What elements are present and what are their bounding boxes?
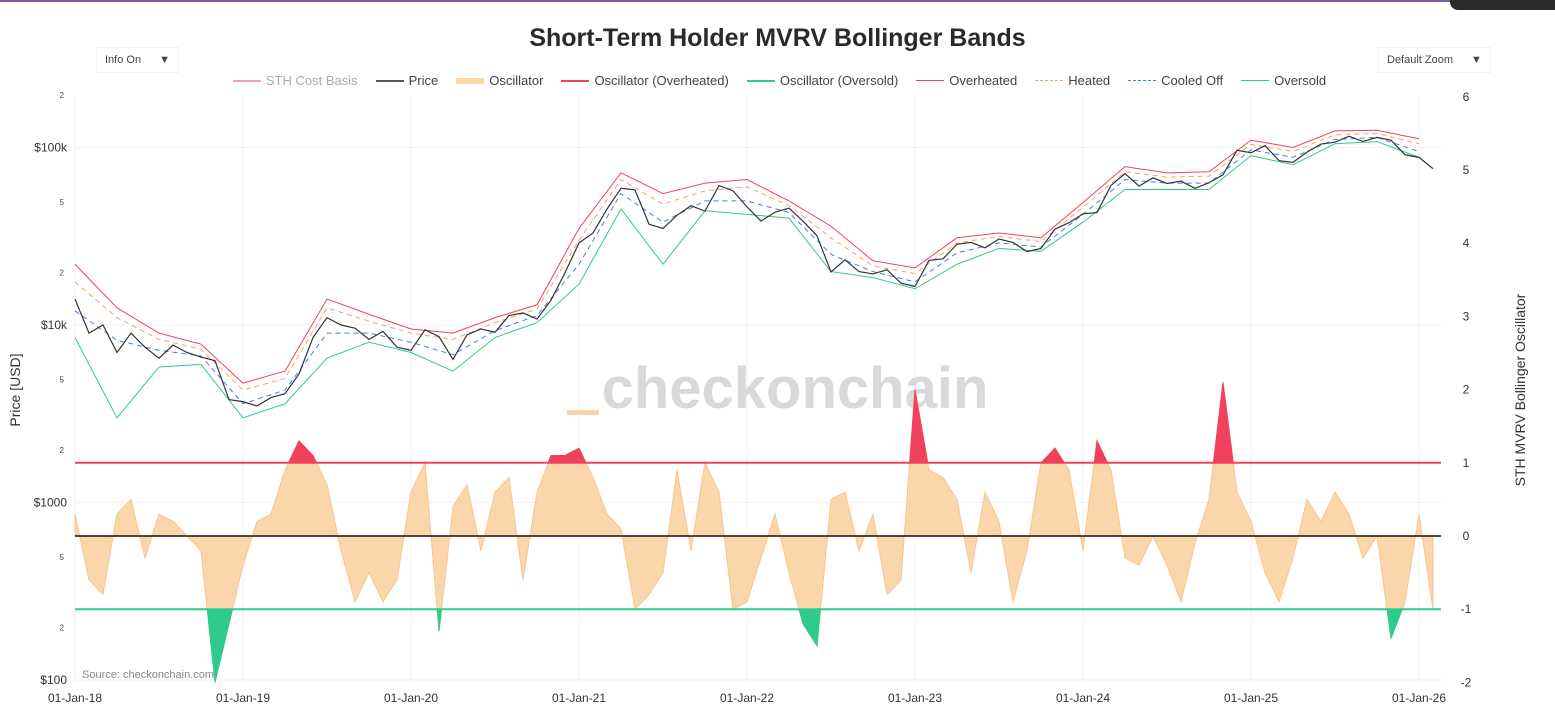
legend-label: STH Cost Basis (265, 73, 358, 88)
legend-label: Oscillator (489, 73, 544, 88)
legend-item[interactable]: Price (375, 73, 439, 88)
legend-swatch (1035, 80, 1064, 81)
y2-tick-label: -2 (1461, 675, 1472, 689)
y-tick-label: 5 (60, 375, 65, 384)
y2-tick-label: 3 (1463, 309, 1470, 323)
legend-item[interactable]: Heated (1035, 73, 1110, 88)
overheated-band-line (74, 129, 1420, 384)
info-dropdown[interactable]: Info On ▼ (96, 47, 179, 73)
legend-item[interactable]: STH Cost Basis (232, 73, 358, 88)
y2-tick-label: 1 (1463, 456, 1470, 470)
legend-label: Oscillator (Oversold) (779, 73, 899, 88)
y2-tick-label: 0 (1463, 529, 1470, 543)
watermark-underscore (567, 410, 599, 415)
legend-swatch (232, 79, 261, 82)
caret-down-icon: ▼ (1471, 54, 1482, 66)
legend-item[interactable]: Oversold (1241, 73, 1326, 88)
x-tick-label: 01-Jan-22 (720, 691, 774, 705)
x-tick-label: 01-Jan-18 (48, 691, 102, 705)
legend-label: Oscillator (Overheated) (594, 73, 729, 88)
legend-label: Oversold (1274, 73, 1327, 88)
legend-swatch (1128, 80, 1157, 81)
y2-tick-label: 5 (1463, 163, 1470, 177)
y-tick-label: 5 (60, 553, 65, 562)
legend-swatch (456, 77, 485, 84)
x-tick-label: 01-Jan-24 (1056, 691, 1110, 705)
info-dropdown-label: Info On (105, 54, 142, 66)
y2-tick-label: 2 (1463, 383, 1470, 397)
legend-swatch (1241, 80, 1270, 81)
y-axis-title: Price [USD] (7, 353, 23, 426)
caret-down-icon: ▼ (159, 54, 170, 66)
y2-tick-label: 4 (1463, 236, 1470, 250)
source-label: Source: checkonchain.com (82, 669, 214, 681)
legend-label: Heated (1068, 73, 1111, 88)
y-tick-label: $1000 (34, 496, 68, 510)
y-tick-label: 2 (60, 446, 65, 455)
top-accent-bar (0, 0, 1555, 2)
y-tick-label: 2 (60, 624, 65, 633)
legend-item[interactable]: Oscillator (456, 73, 543, 88)
price-line (74, 135, 1434, 407)
oscillator-overheated-area (287, 382, 1234, 463)
y2-axis-title: STH MVRV Bollinger Oscillator (1512, 293, 1528, 486)
y2-tick-label: 6 (1463, 90, 1470, 104)
x-tick-label: 01-Jan-23 (888, 691, 942, 705)
y2-tick-label: -1 (1461, 602, 1472, 616)
legend-item[interactable]: Overheated (916, 73, 1017, 88)
y-tick-label: 2 (60, 91, 65, 100)
y-tick-label: $100k (34, 141, 68, 155)
y-tick-label: 5 (60, 198, 65, 207)
y-tick-label: $100 (40, 673, 67, 687)
x-tick-label: 01-Jan-20 (384, 691, 438, 705)
legend-item[interactable]: Oscillator (Oversold) (746, 73, 899, 88)
oversold-band-line (74, 141, 1420, 419)
corner-tab (1450, 0, 1555, 10)
zoom-dropdown[interactable]: Default Zoom ▼ (1378, 47, 1491, 73)
y-tick-label: $10k (41, 318, 68, 332)
chart-title: Short-Term Holder MVRV Bollinger Bands (529, 24, 1026, 52)
x-tick-label: 01-Jan-19 (216, 691, 270, 705)
y-tick-label: 2 (60, 269, 65, 278)
oscillator-area (74, 382, 1434, 683)
legend-label: Cooled Off (1161, 73, 1224, 88)
heated-band-line (74, 132, 1420, 391)
legend-swatch (746, 79, 775, 82)
legend-swatch (916, 80, 945, 81)
legend-label: Price (408, 73, 439, 88)
watermark: checkonchain (602, 356, 989, 421)
legend-swatch (375, 79, 404, 82)
zoom-dropdown-label: Default Zoom (1387, 54, 1454, 66)
oscillator-oversold-area (206, 609, 1433, 683)
legend-item[interactable]: Oscillator (Overheated) (561, 73, 729, 88)
legend-item[interactable]: Cooled Off (1128, 73, 1223, 88)
x-tick-label: 01-Jan-26 (1392, 691, 1446, 705)
x-tick-label: 01-Jan-25 (1224, 691, 1278, 705)
x-tick-label: 01-Jan-21 (552, 691, 606, 705)
legend-label: Overheated (949, 73, 1018, 88)
legend-swatch (561, 79, 590, 82)
legend: STH Cost Basis Price Oscillator Oscillator … (0, 73, 1555, 88)
